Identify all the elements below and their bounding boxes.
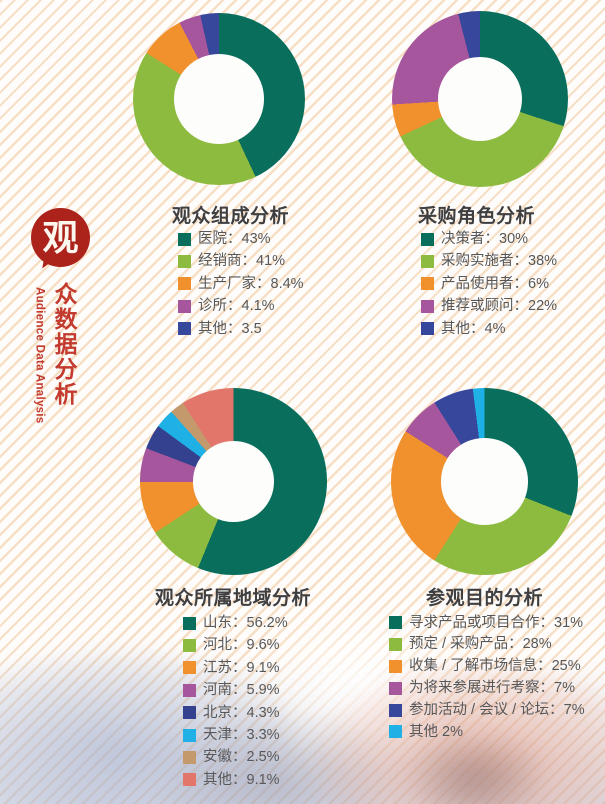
legend-item: 天津：3.3%: [183, 724, 288, 746]
legend-item: 收集 / 了解市场信息：25%: [389, 656, 585, 678]
legend-label: 北京：4.3%: [203, 704, 280, 721]
legend-swatch: [389, 638, 402, 652]
legend-item: 寻求产品或项目合作：31%: [389, 612, 585, 634]
legend-item: 预定 / 采购产品：28%: [389, 634, 585, 656]
legend-item: 推荐或顾问：22%: [421, 295, 557, 317]
legend-item: 北京：4.3%: [183, 702, 288, 724]
chart-legend-visit-purpose: 寻求产品或项目合作：31% 预定 / 采购产品：28% 收集 / 了解市场信息：25…: [389, 612, 585, 743]
chart-legend-audience-region: 山东：56.2% 河北：9.6% 江苏：9.1% 河南：5.9% 北京：4.3% 天津：3…: [183, 612, 288, 791]
legend-swatch: [183, 616, 196, 630]
legend-swatch: [421, 322, 434, 336]
donut-chart-purchasing-role: [392, 11, 568, 187]
legend-swatch: [183, 661, 196, 675]
legend-label: 推荐或顾问：22%: [441, 298, 558, 315]
legend-swatch: [183, 751, 196, 765]
legend-item: 其他：4%: [421, 318, 557, 340]
legend-item: 经销商：41%: [178, 250, 304, 272]
donut-hole: [193, 441, 274, 522]
chart-title-audience-composition: 观众组成分析: [172, 206, 290, 227]
legend-item: 参加活动 / 会议 / 论坛：7%: [389, 699, 585, 721]
donut-hole: [437, 56, 523, 142]
donut-chart-audience-region: [140, 388, 327, 575]
legend-item: 医院：43%: [178, 228, 304, 250]
legend-swatch: [421, 299, 434, 313]
legend-label: 安徽：2.5%: [203, 749, 280, 766]
legend-swatch: [421, 255, 434, 269]
legend-swatch: [389, 725, 402, 739]
legend-swatch: [389, 703, 402, 717]
chart-title-visit-purpose: 参观目的分析: [426, 588, 544, 609]
legend-label: 其他：9.1%: [203, 771, 280, 788]
legend-label: 河北：9.6%: [203, 637, 280, 654]
legend-swatch: [183, 683, 196, 697]
legend-swatch: [178, 277, 191, 291]
legend-label: 收集 / 了解市场信息：25%: [409, 658, 581, 675]
legend-swatch: [421, 277, 434, 291]
legend-label: 其他：3.5: [198, 320, 262, 337]
legend-item: 其他：9.1%: [183, 769, 288, 791]
legend-swatch: [178, 322, 191, 336]
vertical-section-title-cn: 众数据分析: [51, 282, 77, 407]
legend-item: 安徽：2.5%: [183, 746, 288, 768]
legend-swatch: [178, 232, 191, 246]
legend-label: 采购实施者：38%: [441, 253, 558, 270]
legend-swatch: [183, 706, 196, 720]
legend-label: 其他 2%: [409, 723, 463, 740]
legend-label: 预定 / 采购产品：28%: [409, 636, 552, 653]
legend-item: 江苏：9.1%: [183, 657, 288, 679]
legend-item: 决策者：30%: [421, 228, 557, 250]
legend-label: 天津：3.3%: [203, 726, 280, 743]
donut-hole: [174, 54, 264, 144]
legend-item: 产品使用者：6%: [421, 273, 557, 295]
legend-swatch: [389, 616, 402, 630]
legend-item: 采购实施者：38%: [421, 250, 557, 272]
legend-swatch: [183, 773, 196, 787]
bottom-right-dark-haze: [400, 729, 550, 804]
legend-item: 河北：9.6%: [183, 634, 288, 656]
legend-label: 产品使用者：6%: [441, 275, 549, 292]
donut-hole: [441, 438, 528, 525]
legend-item: 诊所：4.1%: [178, 295, 304, 317]
legend-label: 山东：56.2%: [203, 614, 288, 631]
legend-item: 生产厂家：8.4%: [178, 273, 304, 295]
donut-chart-visit-purpose: [391, 388, 578, 575]
chart-title-audience-region: 观众所属地域分析: [155, 588, 312, 609]
legend-item: 其他 2%: [389, 721, 585, 743]
legend-item: 山东：56.2%: [183, 612, 288, 634]
legend-item: 其他：3.5: [178, 318, 304, 340]
legend-swatch: [183, 639, 196, 653]
legend-label: 河南：5.9%: [203, 682, 280, 699]
legend-swatch: [389, 681, 402, 695]
legend-swatch: [183, 728, 196, 742]
legend-label: 生产厂家：8.4%: [198, 275, 304, 292]
audience-speech-bubble-badge: 观: [31, 208, 90, 267]
legend-item: 河南：5.9%: [183, 679, 288, 701]
chart-legend-purchasing-role: 决策者：30% 采购实施者：38% 产品使用者：6% 推荐或顾问：22% 其他：4%: [421, 228, 557, 340]
legend-label: 诊所：4.1%: [198, 298, 275, 315]
legend-swatch: [178, 299, 191, 313]
vertical-section-title-en: Audience Data Analysis: [33, 287, 46, 424]
legend-swatch: [421, 232, 434, 246]
legend-label: 决策者：30%: [441, 230, 529, 247]
legend-label: 医院：43%: [198, 230, 271, 247]
legend-label: 参加活动 / 会议 / 论坛：7%: [409, 701, 585, 718]
legend-label: 为将来参展进行考察：7%: [409, 680, 575, 697]
chart-title-purchasing-role: 采购角色分析: [418, 206, 536, 227]
legend-label: 江苏：9.1%: [203, 659, 280, 676]
legend-label: 寻求产品或项目合作：31%: [409, 614, 584, 631]
legend-label: 经销商：41%: [198, 253, 286, 270]
chart-legend-audience-composition: 医院：43% 经销商：41% 生产厂家：8.4% 诊所：4.1% 其他：3.5: [178, 228, 304, 340]
legend-item: 为将来参展进行考察：7%: [389, 677, 585, 699]
legend-label: 其他：4%: [441, 320, 506, 337]
legend-swatch: [389, 659, 402, 673]
legend-swatch: [178, 255, 191, 269]
badge-character: 观: [42, 216, 79, 259]
donut-chart-audience-composition: [133, 13, 305, 185]
